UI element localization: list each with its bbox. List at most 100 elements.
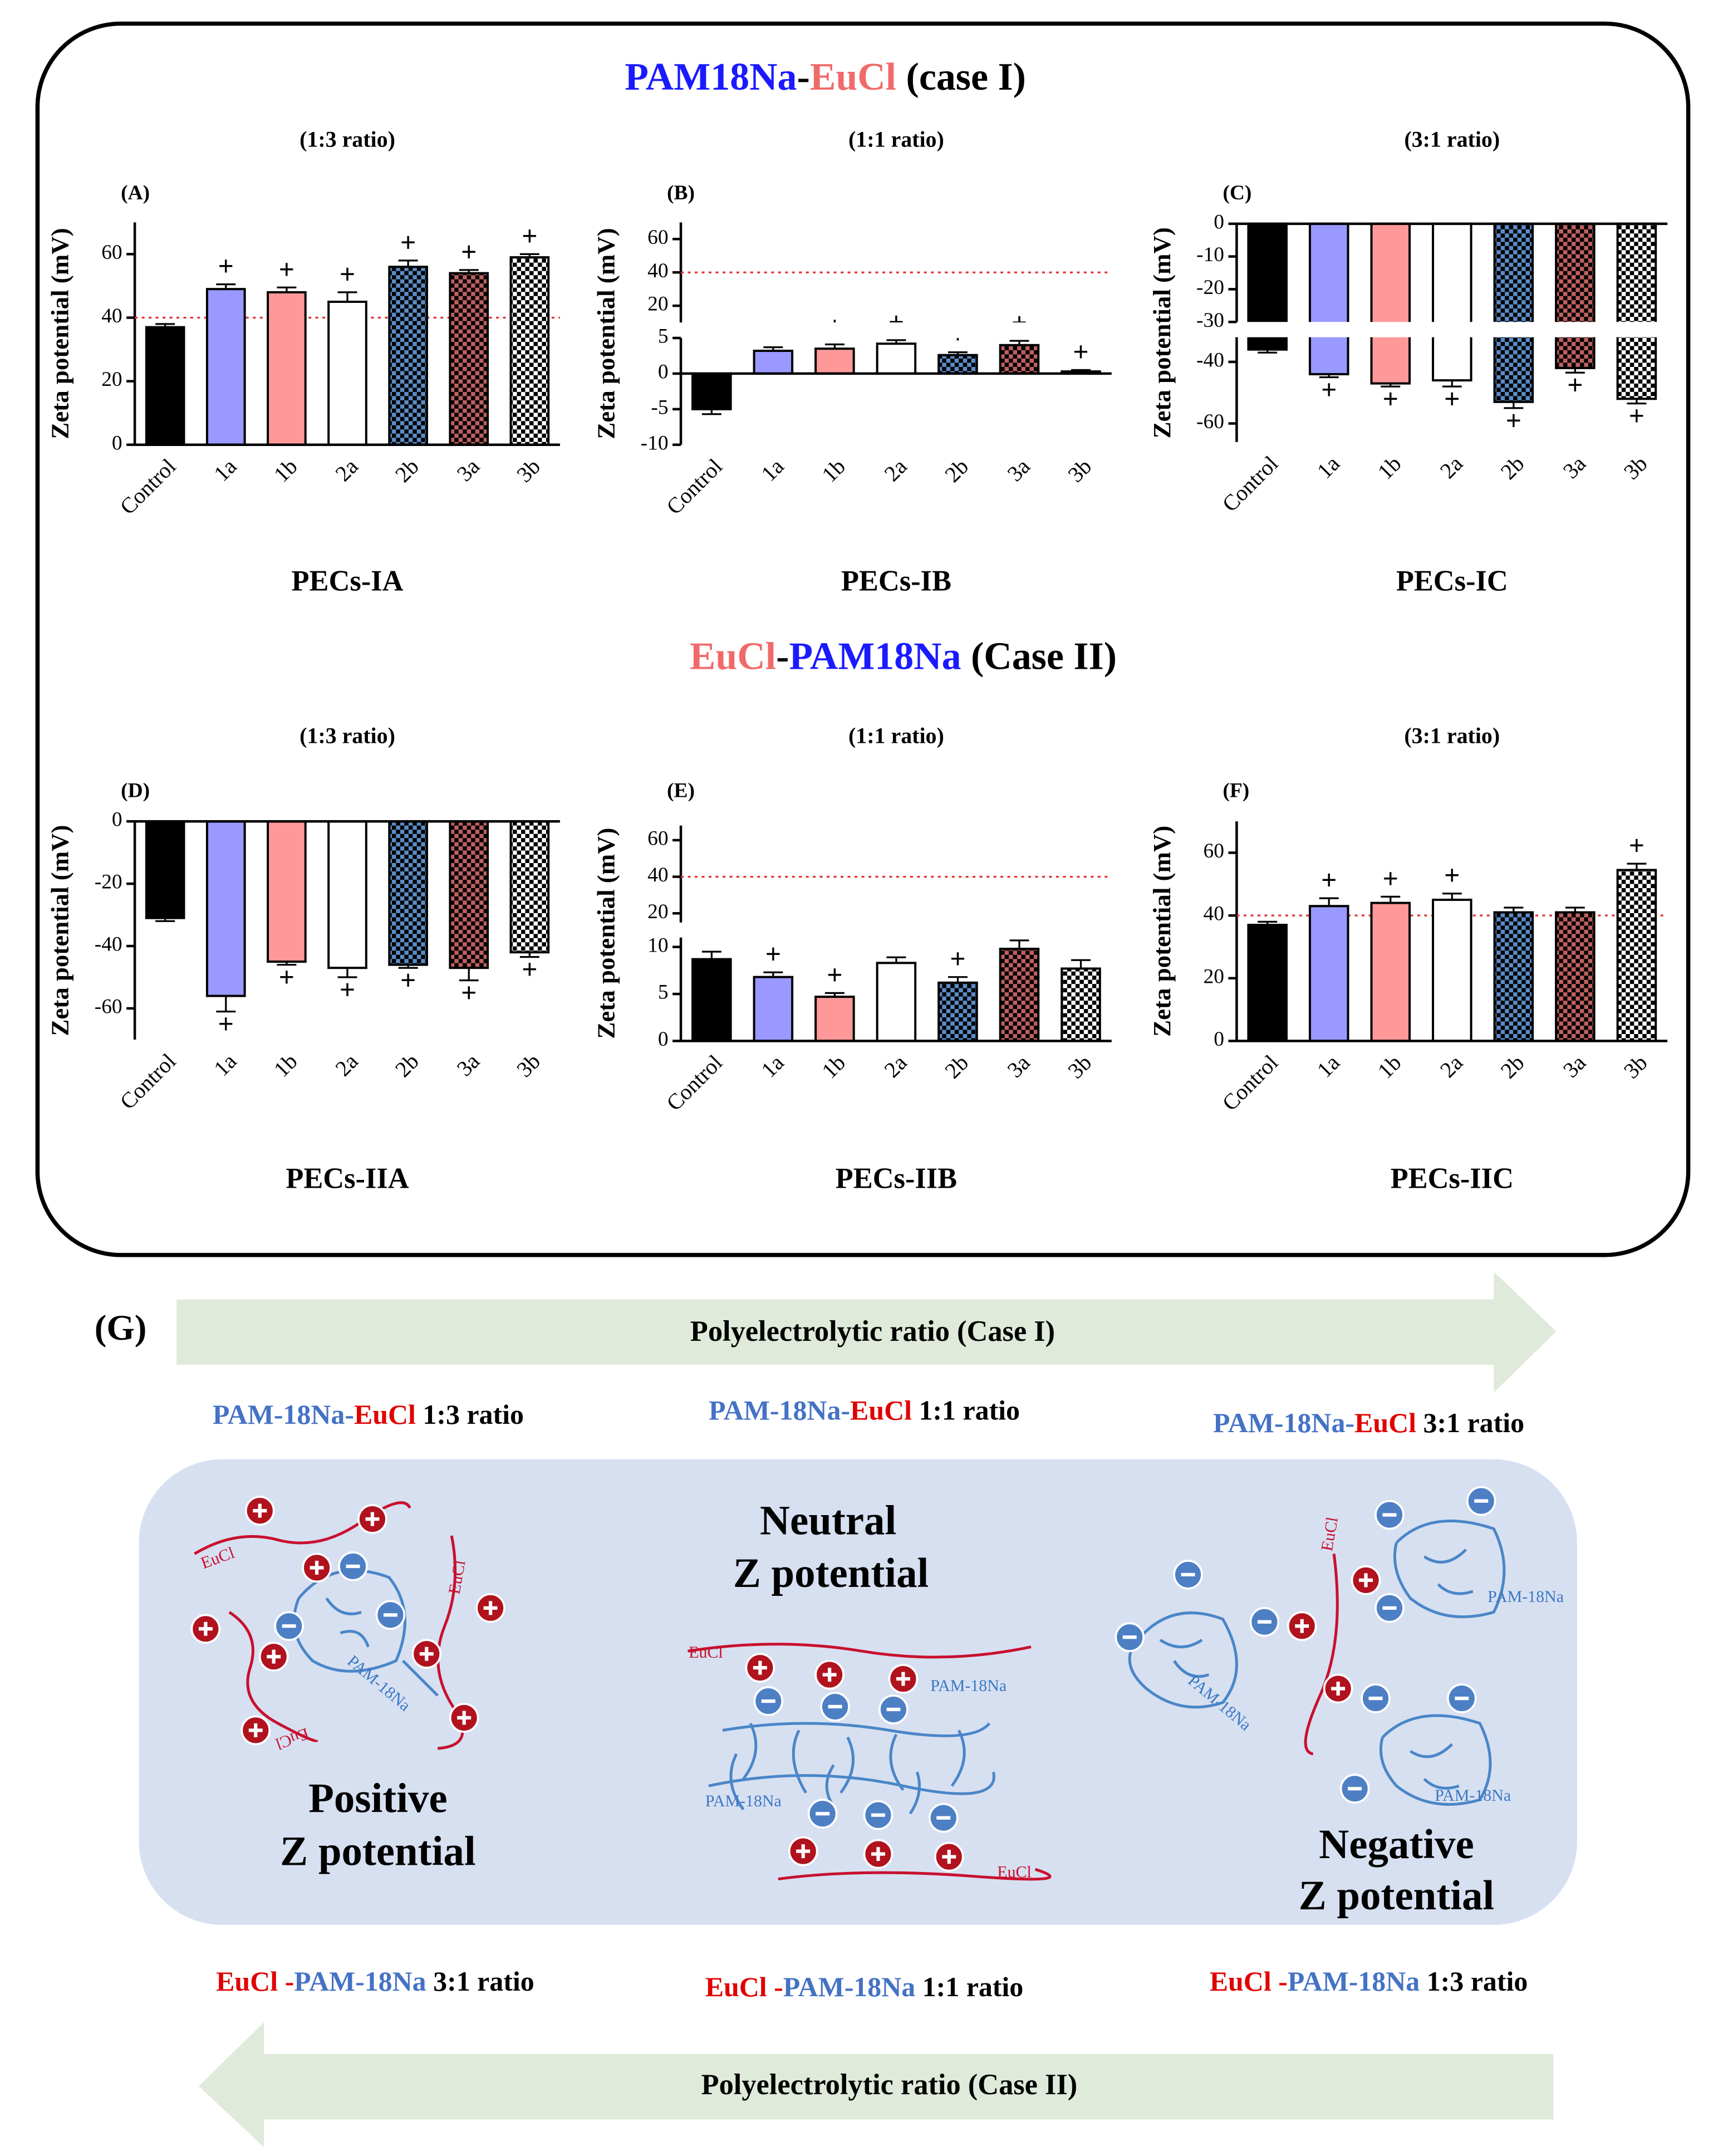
bar xyxy=(1370,901,1411,1042)
significance-mark: + xyxy=(400,965,416,996)
significance-mark: + xyxy=(522,954,537,985)
significance-mark: + xyxy=(1383,863,1398,894)
text-part: 3:1 ratio xyxy=(426,1967,534,1997)
y-tick-label: -40 xyxy=(95,933,122,956)
x-tick-label: 2b xyxy=(1496,451,1529,484)
y-tick-label: 0 xyxy=(658,1028,669,1051)
y-axis-title: Zeta potential (mV) xyxy=(46,825,74,1036)
y-axis-title: Zeta potential (mV) xyxy=(1148,826,1176,1037)
bar xyxy=(267,291,307,446)
significance-mark: + xyxy=(1567,370,1583,400)
bar xyxy=(1432,222,1472,382)
significance-mark: + xyxy=(1629,400,1645,431)
bar xyxy=(1432,898,1472,1042)
y-tick-label: 20 xyxy=(647,293,668,316)
bar xyxy=(1555,911,1596,1042)
arrow-label: Polyelectrolytic ratio (Case I) xyxy=(690,1315,1055,1347)
significance-mark: + xyxy=(827,959,842,990)
bar xyxy=(205,288,246,446)
y-tick-label: 0 xyxy=(1214,210,1224,233)
y-axis-title: Zeta potential (mV) xyxy=(1148,227,1176,438)
x-tick-label: 2a xyxy=(1435,450,1468,483)
x-tick-label: Control xyxy=(661,454,727,520)
y-axis-title: Zeta potential (mV) xyxy=(592,228,620,439)
y-tick-label: -60 xyxy=(95,996,122,1018)
panel-subtitle: (1:1 ratio) xyxy=(848,723,944,748)
x-tick-label: Control xyxy=(661,1050,727,1115)
y-tick-label: -5 xyxy=(651,396,668,419)
bar xyxy=(509,256,550,446)
panel-label: (F) xyxy=(1223,779,1249,802)
bar xyxy=(1308,222,1349,376)
x-axis-title: PECs-IC xyxy=(1396,565,1508,597)
x-axis-title: PECs-IIA xyxy=(286,1163,409,1195)
molecules xyxy=(192,1487,1506,1881)
state-label: Positive xyxy=(308,1775,447,1821)
bar xyxy=(1616,222,1657,400)
x-tick-label: 1a xyxy=(756,1050,789,1082)
significance-mark: + xyxy=(218,251,234,282)
x-tick-label: 3a xyxy=(1558,1050,1591,1082)
chart-panel: (3:1 ratio) (C) PECs-IC Zeta potential (mV)… xyxy=(1148,127,1669,597)
molecule-label: PAM-18Na xyxy=(930,1677,1007,1695)
text-part: EuCl xyxy=(1354,1408,1416,1438)
bar xyxy=(327,300,367,446)
arrow-label: Polyelectrolytic ratio (Case II) xyxy=(701,2069,1078,2101)
x-tick-label: 2b xyxy=(940,454,973,487)
significance-mark: + xyxy=(950,944,965,974)
text-part: PAM-18Na xyxy=(294,1967,426,1997)
significance-mark: + xyxy=(461,237,477,267)
bar xyxy=(876,962,917,1042)
ratio-label: EuCl -PAM-18Na 1:1 ratio xyxy=(705,1972,1024,2003)
panel-subtitle: (1:3 ratio) xyxy=(300,127,395,152)
panel-label: (G) xyxy=(95,1308,147,1348)
heading: PAM18Na-EuCl (case I) xyxy=(625,56,1026,99)
x-tick-label: 2b xyxy=(390,454,424,487)
significance-mark: + xyxy=(1444,860,1460,891)
text-part: EuCl xyxy=(690,635,776,678)
significance-mark: + xyxy=(1506,405,1521,436)
panel-subtitle: (3:1 ratio) xyxy=(1404,127,1500,152)
significance-mark: + xyxy=(340,259,355,290)
text-part: PAM-18Na- xyxy=(1213,1408,1354,1438)
chart-panel: (1:3 ratio) (D) PECs-IIA Zeta potential (mV… xyxy=(46,723,560,1195)
bar xyxy=(449,272,489,446)
y-tick-label: 20 xyxy=(647,900,668,923)
panel-label: (A) xyxy=(121,182,150,204)
x-tick-label: 3b xyxy=(1063,1050,1096,1083)
bar xyxy=(876,342,917,375)
chart-panel: (1:1 ratio) (E) PECs-IIB Zeta potential (mV… xyxy=(592,723,1113,1195)
panel-label: (C) xyxy=(1223,182,1251,204)
text-part: (Case II) xyxy=(961,635,1117,678)
state-label: Neutral xyxy=(760,1497,896,1543)
bar xyxy=(691,958,732,1042)
panel-subtitle: (1:1 ratio) xyxy=(848,127,944,152)
bar xyxy=(753,976,794,1042)
bar xyxy=(999,344,1040,375)
significance-mark: + xyxy=(1073,337,1088,367)
y-tick-label: 40 xyxy=(101,305,122,327)
axis-break-gap xyxy=(682,922,1113,938)
bar xyxy=(145,326,185,446)
molecule-label: EuCl xyxy=(689,1643,723,1662)
chart-panel: (3:1 ratio) (F) PECs-IIC Zeta potential (mV… xyxy=(1148,723,1668,1195)
y-tick-label: -10 xyxy=(1196,243,1224,266)
diagram-background xyxy=(139,1459,1577,1925)
significance-mark: + xyxy=(218,1009,234,1040)
x-tick-label: 1b xyxy=(269,454,302,487)
bar xyxy=(1308,905,1349,1042)
y-tick-label: 40 xyxy=(647,259,668,282)
y-tick-label: 0 xyxy=(1214,1028,1224,1051)
bar xyxy=(937,981,978,1042)
y-tick-label: 20 xyxy=(101,368,122,391)
bar xyxy=(205,820,246,997)
bar xyxy=(814,347,855,375)
significance-mark: + xyxy=(1629,830,1645,861)
bar xyxy=(449,820,489,969)
text-part: (case I) xyxy=(896,56,1026,99)
significance-mark: + xyxy=(461,978,477,1008)
text-part: 1:1 ratio xyxy=(915,1972,1023,2003)
text-part: - xyxy=(776,635,789,678)
charts: (1:3 ratio) (A) PECs-IA Zeta potential (mV)… xyxy=(46,127,1669,1195)
